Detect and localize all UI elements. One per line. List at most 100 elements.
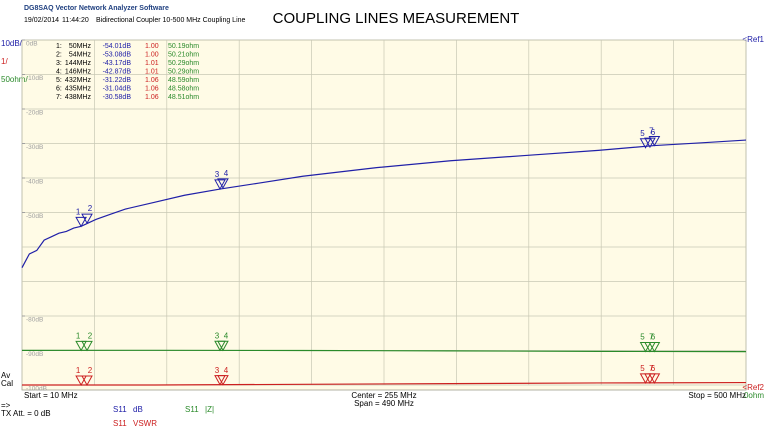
time: 11:44:20 (62, 17, 89, 24)
stop: Stop = 500 MHz (688, 391, 746, 400)
legend-trace: S11 (113, 419, 127, 428)
table-db: -30.58dB (103, 94, 132, 101)
marker (81, 213, 93, 225)
db-scale: 10dB/ (1, 39, 23, 48)
marker (75, 340, 87, 352)
table-vswr: 1.06 (145, 85, 159, 92)
marker-id: 2 (88, 366, 93, 375)
table-z: 50.29ohm (168, 68, 199, 75)
table-z: 48.51ohm (168, 94, 199, 101)
arrow: => (1, 401, 11, 410)
table-db: -54.01dB (103, 43, 132, 50)
marker (217, 375, 229, 386)
y-tick-label: -50dB (26, 213, 43, 220)
table-z: 50.29ohm (168, 60, 199, 67)
table-freq: 50MHz (69, 43, 92, 50)
table-id: 3: (56, 60, 62, 67)
table-z: 48.59ohm (168, 77, 199, 84)
legend-unit: VSWR (133, 419, 157, 428)
trace (22, 381, 747, 386)
marker-id: 1 (76, 366, 81, 375)
y-tick-label: -100dB (26, 386, 47, 393)
marker (648, 136, 661, 147)
title: COUPLING LINES MEASUREMENT (273, 10, 520, 27)
marker (217, 178, 229, 189)
table-id: 7: (56, 94, 62, 101)
marker-id: 7 (649, 127, 654, 136)
description: Bidirectional Coupler 10-500 MHz Couplin… (96, 17, 246, 24)
trace (21, 139, 747, 268)
y-tick-label: -10dB (26, 75, 43, 82)
table-freq: 54MHz (69, 51, 92, 58)
y-tick-label: -40dB (26, 179, 43, 186)
table-db: -31.04dB (103, 85, 132, 92)
marker-id: 6 (651, 128, 656, 137)
date: 19/02/2014 (24, 17, 59, 24)
table-freq: 146MHz (65, 68, 92, 75)
table-vswr: 1.06 (145, 94, 159, 101)
table-z: 48.58ohm (168, 85, 199, 92)
center: Center = 255 MHz (351, 391, 416, 400)
marker (75, 375, 87, 387)
marker (81, 375, 93, 387)
marker (648, 373, 661, 384)
table-db: -42.87dB (103, 68, 132, 75)
ref2: <Ref2 (742, 383, 764, 392)
legend-unit: |Z| (205, 405, 214, 414)
legend-trace: S11 (113, 405, 127, 414)
marker (217, 340, 229, 352)
table-freq: 435MHz (65, 85, 92, 92)
table-freq: 144MHz (65, 60, 92, 67)
marker-id: 4 (224, 169, 229, 178)
table-freq: 432MHz (65, 77, 92, 84)
table-id: 2: (56, 51, 62, 58)
marker-id: 7 (649, 364, 654, 373)
marker (648, 342, 661, 353)
table-z: 50.19ohm (168, 43, 199, 50)
marker-id: 3 (215, 366, 220, 375)
table-freq: 438MHz (65, 94, 92, 101)
vswr-scale: 1/ (1, 57, 8, 66)
marker (75, 216, 87, 228)
table-db: -31.22dB (103, 77, 132, 84)
marker-id: 4 (224, 366, 229, 375)
app-name: DG8SAQ Vector Network Analyzer Software (24, 5, 169, 12)
av: Av (1, 371, 10, 380)
trace (21, 349, 747, 353)
legend-trace: S11 (185, 405, 199, 414)
table-db: -53.08dB (103, 51, 132, 58)
table-id: 5: (56, 77, 62, 84)
y-tick-label: 0dB (26, 41, 38, 48)
start: Start = 10 MHz (24, 391, 78, 400)
table-id: 4: (56, 68, 62, 75)
table-db: -43.17dB (103, 60, 132, 67)
y-tick-label: -30dB (26, 144, 43, 151)
marker-id: 3 (215, 170, 220, 179)
marker-id: 2 (88, 331, 93, 340)
marker-id: 7 (649, 333, 654, 342)
span: Span = 490 MHz (354, 399, 414, 408)
table-vswr: 1.00 (145, 43, 159, 50)
marker-id: 2 (88, 204, 93, 213)
y-tick-label: -20dB (26, 110, 43, 117)
marker-id: 3 (215, 331, 220, 340)
cal: Cal (1, 379, 13, 388)
z-scale: 50ohm/ (1, 75, 28, 84)
ref3: 0ohm (744, 391, 764, 400)
table-id: 6: (56, 85, 62, 92)
table-id: 1: (56, 43, 62, 50)
marker-id: 1 (76, 331, 81, 340)
table-z: 50.21ohm (168, 51, 199, 58)
marker-id: 5 (640, 333, 645, 342)
ref1: <Ref1 (742, 35, 764, 44)
y-tick-label: -90dB (26, 351, 43, 358)
legend-unit: dB (133, 405, 143, 414)
marker (81, 340, 93, 352)
table-vswr: 1.01 (145, 68, 159, 75)
tx-att: TX Att. = 0 dB (1, 409, 51, 418)
marker-id: 5 (640, 364, 645, 373)
marker-id: 6 (651, 333, 656, 342)
marker-id: 1 (76, 207, 81, 216)
y-tick-label: -80dB (26, 317, 43, 324)
